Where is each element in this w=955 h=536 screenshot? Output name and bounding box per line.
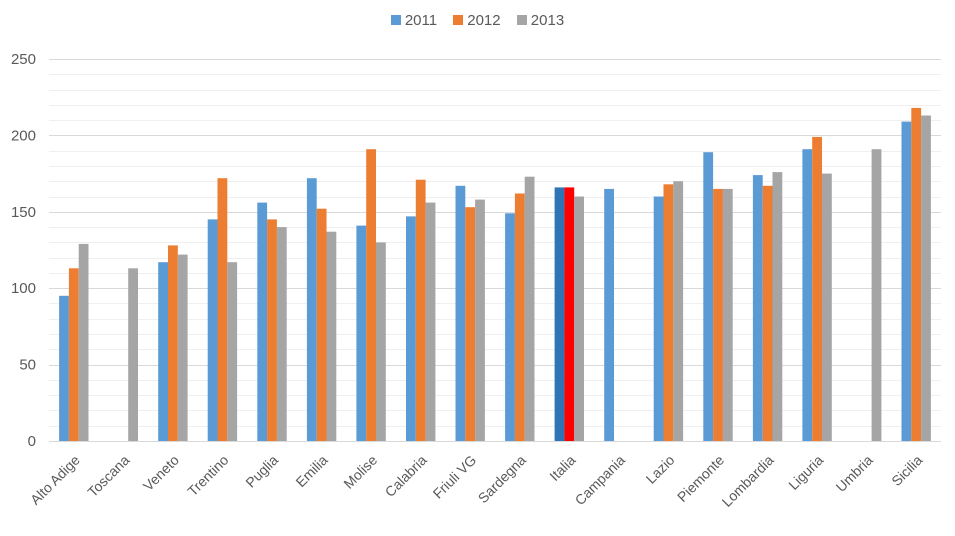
bar-umbria-2013 — [871, 149, 882, 441]
x-tick-label-veneto: Veneto — [140, 452, 182, 494]
bar-lazio-2012 — [663, 184, 674, 442]
legend-item-2012: 2012 — [453, 12, 501, 29]
bar-piemonte-2011 — [703, 152, 714, 441]
bar-emilia-2012 — [316, 208, 327, 441]
bar-calabria-2011 — [406, 216, 416, 441]
bar-sardegna-2013 — [524, 176, 535, 441]
bar-sardegna-2011 — [505, 213, 515, 441]
x-tick-label-italia: Italia — [546, 452, 578, 484]
bar-liguria-2013 — [822, 173, 832, 441]
x-tick-label-trentino: Trentino — [184, 452, 231, 499]
bar-toscana-2013 — [128, 268, 138, 441]
bar-liguria-2012 — [812, 136, 822, 441]
x-tick-label-alto-adige: Alto Adige — [27, 452, 83, 508]
bar-alto-adige-2013 — [78, 243, 89, 441]
y-tick-label: 0 — [28, 433, 36, 450]
bar-sicilia-2011 — [901, 121, 912, 441]
bar-piemonte-2013 — [722, 188, 733, 441]
bar-liguria-2011 — [802, 149, 813, 441]
legend-item-2013: 2013 — [516, 12, 565, 29]
bar-puglia-2011 — [257, 202, 268, 441]
bar-veneto-2013 — [177, 254, 188, 441]
x-tick-label-emilia: Emilia — [292, 452, 330, 490]
bar-puglia-2012 — [267, 219, 277, 441]
legend-swatch-2013 — [516, 15, 527, 25]
bar-molise-2012 — [366, 149, 376, 441]
bar-sicilia-2012 — [911, 107, 922, 442]
x-tick-label-puglia: Puglia — [242, 452, 281, 491]
x-tick-label-umbria: Umbria — [833, 452, 876, 495]
bar-lombardia-2012 — [762, 185, 773, 441]
gridlines — [49, 59, 941, 427]
bar-lombardia-2013 — [772, 172, 783, 441]
bar-alto-adige-2012 — [68, 268, 79, 441]
bar-piemonte-2012 — [713, 188, 723, 441]
legend: 2011 2012 2013 — [0, 12, 955, 29]
legend-item-2011: 2011 — [390, 12, 438, 29]
bars — [59, 107, 931, 442]
x-tick-label-lazio: Lazio — [643, 452, 678, 487]
bar-friuli-vg-2012 — [465, 207, 476, 441]
bar-lazio-2013 — [673, 181, 684, 441]
legend-label-2013: 2013 — [530, 12, 565, 29]
bar-trentino-2011 — [207, 219, 218, 441]
legend-label-2011: 2011 — [404, 12, 438, 29]
x-tick-label-sicilia: Sicilia — [888, 452, 925, 489]
bar-molise-2011 — [356, 225, 367, 441]
x-tick-label-friuli-vg: Friuli VG — [430, 452, 480, 502]
bar-trentino-2013 — [227, 262, 238, 441]
legend-label-2012: 2012 — [467, 12, 501, 29]
bar-campania-2011 — [604, 188, 614, 441]
bar-emilia-2013 — [326, 231, 337, 441]
bar-veneto-2012 — [168, 245, 178, 441]
bar-friuli-vg-2013 — [475, 199, 485, 441]
bar-molise-2013 — [376, 242, 386, 441]
x-tick-label-sardegna: Sardegna — [475, 452, 529, 506]
bar-calabria-2012 — [415, 179, 426, 441]
legend-swatch-2012 — [453, 15, 464, 25]
x-tick-label-molise: Molise — [340, 452, 380, 492]
bar-veneto-2011 — [158, 262, 168, 441]
bar-italia-2013 — [574, 196, 584, 441]
y-tick-label: 150 — [11, 204, 36, 221]
bar-sicilia-2013 — [921, 115, 931, 441]
legend-swatch-2011 — [390, 15, 401, 25]
bar-italia-2011 — [554, 187, 565, 441]
bar-emilia-2011 — [306, 178, 317, 441]
bar-italia-2012 — [564, 187, 575, 441]
bar-lombardia-2011 — [752, 175, 763, 441]
bar-lazio-2011 — [653, 196, 664, 441]
x-tick-label-campania: Campania — [572, 452, 629, 509]
bar-trentino-2012 — [217, 178, 228, 441]
bar-friuli-vg-2011 — [455, 185, 466, 441]
y-tick-label: 50 — [19, 357, 36, 374]
y-tick-label: 100 — [11, 280, 36, 297]
bar-puglia-2013 — [276, 227, 287, 441]
y-tick-label: 200 — [11, 127, 36, 144]
bar-alto-adige-2011 — [59, 295, 69, 441]
bar-calabria-2013 — [425, 202, 436, 441]
bar-sardegna-2012 — [514, 193, 525, 441]
y-tick-label: 250 — [11, 51, 36, 68]
x-tick-label-toscana: Toscana — [84, 452, 132, 500]
x-tick-label-liguria: Liguria — [785, 452, 826, 493]
x-tick-label-lombardia: Lombardia — [719, 452, 777, 510]
x-tick-label-calabria: Calabria — [382, 452, 430, 500]
